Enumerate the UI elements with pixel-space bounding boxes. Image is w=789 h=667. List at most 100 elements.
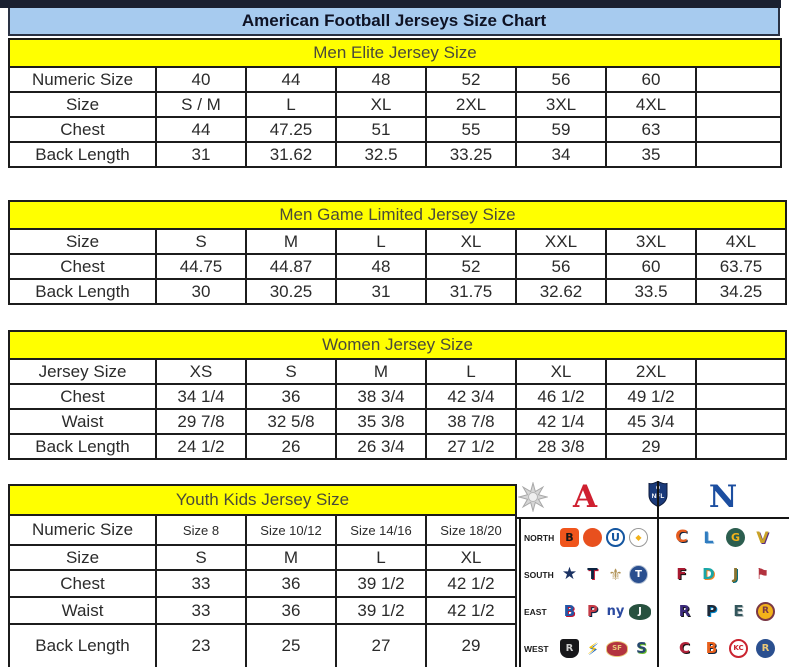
table-cell: 34.25	[695, 278, 787, 305]
row-label: Chest	[8, 116, 157, 143]
section-title: Youth Kids Jersey Size	[8, 484, 517, 516]
table-cell: XXL	[515, 228, 607, 255]
table-cell: M	[335, 358, 427, 385]
table-cell: 4XL	[695, 228, 787, 255]
jaguars-logo: J	[732, 565, 739, 583]
row-label: Size	[8, 91, 157, 118]
table-cell: 40	[155, 66, 247, 93]
table-cell	[695, 408, 787, 435]
table-cell	[695, 141, 782, 168]
division-label: WEST	[524, 643, 549, 654]
row-label: Back Length	[8, 141, 157, 168]
table-cell: 33	[155, 596, 247, 625]
bills-logo: B	[563, 602, 576, 620]
table-cell: 32 5/8	[245, 408, 337, 435]
table-cell: L	[425, 358, 517, 385]
table-cell: 2XL	[605, 358, 697, 385]
bengals-logo: B	[560, 528, 579, 547]
table-cell: Size 8	[155, 514, 247, 546]
seahawks-logo: S	[636, 639, 647, 657]
youth-kids-size-table: Youth Kids Jersey Size Numeric Size Size 8…	[8, 484, 517, 667]
table-cell: 35	[605, 141, 697, 168]
table-cell: 35 3/8	[335, 408, 427, 435]
table-cell: S / M	[155, 91, 247, 118]
table-cell: 31	[155, 141, 247, 168]
table-cell: 30.25	[245, 278, 337, 305]
row-label: Numeric Size	[8, 66, 157, 93]
table-cell: XL	[515, 358, 607, 385]
cowboys-logo: ★	[561, 564, 578, 584]
panthers-logo: P	[706, 602, 717, 620]
division-label: NORTH	[524, 532, 555, 543]
table-cell: 56	[515, 253, 607, 280]
table-cell: 47.25	[245, 116, 337, 143]
row-label: Waist	[8, 596, 157, 625]
cardinals-logo: C	[678, 639, 690, 657]
table-cell: 34	[515, 141, 607, 168]
table-cell: 36	[245, 569, 337, 598]
table-cell	[695, 358, 787, 385]
table-cell: 27 1/2	[425, 433, 517, 460]
afc-logo: A	[572, 479, 598, 515]
eagles-logo: E	[733, 602, 744, 620]
table-cell: 26	[245, 433, 337, 460]
table-cell: XL	[425, 544, 517, 571]
vikings-logo: V	[756, 527, 769, 547]
table-cell	[695, 116, 782, 143]
top-border-bar	[0, 0, 781, 8]
starburst-icon	[518, 482, 548, 512]
patriots-logo: P	[587, 602, 598, 620]
table-cell: 39 1/2	[335, 569, 427, 598]
afc-team-group: ★ T ⚜ T	[560, 565, 648, 584]
row-label: Numeric Size	[8, 514, 157, 546]
table-cell: 4XL	[605, 91, 697, 118]
table-cell: 51	[335, 116, 427, 143]
raiders-logo: R	[560, 639, 579, 658]
table-cell: Size 14/16	[335, 514, 427, 546]
table-cell: M	[245, 544, 337, 571]
ravens-logo: R	[678, 602, 691, 620]
table-cell: S	[245, 358, 337, 385]
table-cell: 44	[245, 66, 337, 93]
table-cell: 2XL	[425, 91, 517, 118]
table-cell: 60	[605, 66, 697, 93]
table-cell: 63.75	[695, 253, 787, 280]
table-cell: 28 3/8	[515, 433, 607, 460]
packers-logo: G	[726, 528, 745, 547]
section-title: Women Jersey Size	[8, 330, 787, 360]
table-cell: 27	[335, 623, 427, 667]
table-cell: 42 1/2	[425, 596, 517, 625]
fortyniners-logo: SF	[606, 640, 628, 657]
table-cell: 31	[335, 278, 427, 305]
lions-logo: L	[703, 527, 714, 547]
table-cell: 52	[425, 66, 517, 93]
table-cell: 36	[245, 383, 337, 410]
rams-logo: R	[756, 639, 775, 658]
logo-panel-divider-horizontal	[517, 517, 789, 519]
texans-logo: T	[587, 565, 598, 583]
page-title: American Football Jerseys Size Chart	[8, 8, 780, 36]
table-cell: 29 7/8	[155, 408, 247, 435]
row-label: Chest	[8, 253, 157, 280]
row-label: Back Length	[8, 278, 157, 305]
nfc-logo: N	[708, 479, 738, 515]
division-label: EAST	[524, 606, 547, 617]
table-cell	[695, 433, 787, 460]
table-cell: Size 10/12	[245, 514, 337, 546]
table-cell: 59	[515, 116, 607, 143]
table-cell: 34 1/4	[155, 383, 247, 410]
chiefs-logo: KC	[729, 639, 748, 658]
bears-logo: C	[675, 527, 688, 547]
table-cell: 38 3/4	[335, 383, 427, 410]
browns-logo	[583, 528, 602, 547]
division-row: SOUTH ★ T ⚜ T F D J ⚑	[521, 556, 789, 593]
table-cell: S	[155, 544, 247, 571]
buccaneers-logo: ⚑	[755, 565, 770, 583]
table-cell: 29	[425, 623, 517, 667]
afc-team-group: B U ◆	[560, 528, 648, 547]
